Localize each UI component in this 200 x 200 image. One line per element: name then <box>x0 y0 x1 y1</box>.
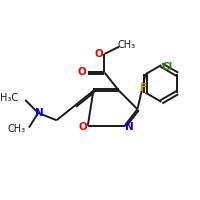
Text: F: F <box>140 83 147 93</box>
Text: CH₃: CH₃ <box>7 124 25 134</box>
Text: O: O <box>79 122 88 132</box>
Text: CH₃: CH₃ <box>117 40 135 50</box>
Text: H₃C: H₃C <box>0 93 18 103</box>
Text: N: N <box>125 122 134 132</box>
Text: Cl: Cl <box>161 62 173 72</box>
Text: O: O <box>94 49 103 59</box>
Text: O: O <box>78 67 87 77</box>
Text: N: N <box>35 108 43 118</box>
